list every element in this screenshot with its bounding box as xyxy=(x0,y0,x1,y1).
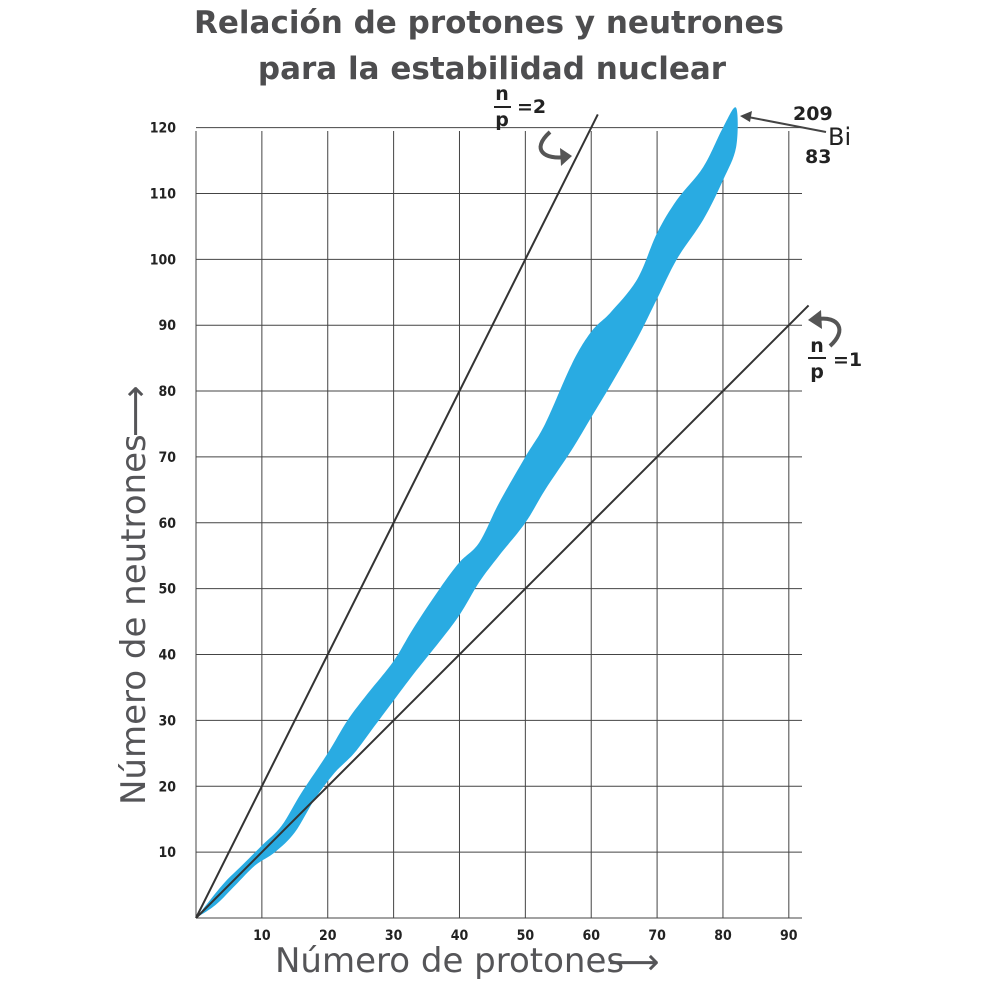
bismuth-symbol: Bi xyxy=(828,123,851,151)
y-tick-label: 40 xyxy=(158,648,176,664)
tick-labels: 10 20 30 40 50 60 70 80 90 10 20 30 40 50 60 70 80 90 100 1… xyxy=(150,121,798,944)
y-tick-label: 60 xyxy=(158,516,176,532)
ratio-1-curved-arrow xyxy=(817,316,842,348)
chart-title-line-1: Relación de protones y neutrones xyxy=(194,5,784,41)
y-axis-arrow: ⟶ xyxy=(115,385,156,437)
x-tick-label: 90 xyxy=(780,928,798,944)
ratio-label-1: n p =1 xyxy=(808,310,862,383)
y-tick-label: 30 xyxy=(158,713,176,729)
y-tick-label: 70 xyxy=(158,450,176,466)
ratio-2-numerator: n xyxy=(495,83,509,105)
ratio-line-1 xyxy=(195,304,810,919)
x-tick-label: 50 xyxy=(517,928,535,944)
ratio-line-2 xyxy=(195,113,599,919)
stability-band xyxy=(196,107,738,918)
ratio-lines-layer xyxy=(195,113,810,919)
x-tick-label: 30 xyxy=(385,928,403,944)
ratio-label-2: n p =2 xyxy=(494,83,572,166)
ratio-1-denominator: p xyxy=(810,361,824,383)
x-axis-title: Número de protones xyxy=(275,941,624,981)
ratio-2-value: =2 xyxy=(517,96,546,118)
y-tick-label: 80 xyxy=(158,384,176,400)
bismuth-pointer-line xyxy=(747,116,827,133)
y-tick-label: 50 xyxy=(158,582,176,598)
ratio-1-arrowhead xyxy=(808,310,822,329)
ratio-1-numerator: n xyxy=(810,335,824,357)
ratio-2-curved-arrow xyxy=(538,130,567,160)
x-tick-label: 40 xyxy=(451,928,469,944)
ratio-2-arrowhead xyxy=(560,148,572,166)
y-tick-label: 110 xyxy=(150,186,177,202)
stability-band-layer xyxy=(196,107,738,918)
grid xyxy=(195,127,802,919)
ratio-1-value: =1 xyxy=(833,349,862,371)
y-tick-label: 20 xyxy=(158,779,176,795)
y-tick-label: 10 xyxy=(158,845,176,861)
bismuth-annotation: 209 83 Bi xyxy=(740,103,851,168)
y-axis-title: Número de neutrones xyxy=(114,434,154,805)
chart-title-line-2: para la estabilidad nuclear xyxy=(258,51,727,87)
bismuth-atomic-number: 83 xyxy=(805,146,831,168)
bismuth-pointer-head xyxy=(740,111,752,122)
y-tick-label: 100 xyxy=(150,252,177,268)
y-tick-label: 90 xyxy=(158,318,176,334)
x-tick-label: 80 xyxy=(714,928,732,944)
x-tick-label: 60 xyxy=(582,928,600,944)
bismuth-mass-number: 209 xyxy=(793,103,833,125)
x-axis-arrow: ⟶ xyxy=(608,942,660,983)
x-tick-label: 20 xyxy=(319,928,337,944)
ratio-2-denominator: p xyxy=(495,109,509,131)
x-tick-label: 70 xyxy=(648,928,666,944)
y-tick-label: 120 xyxy=(150,121,177,137)
x-tick-label: 10 xyxy=(253,928,271,944)
